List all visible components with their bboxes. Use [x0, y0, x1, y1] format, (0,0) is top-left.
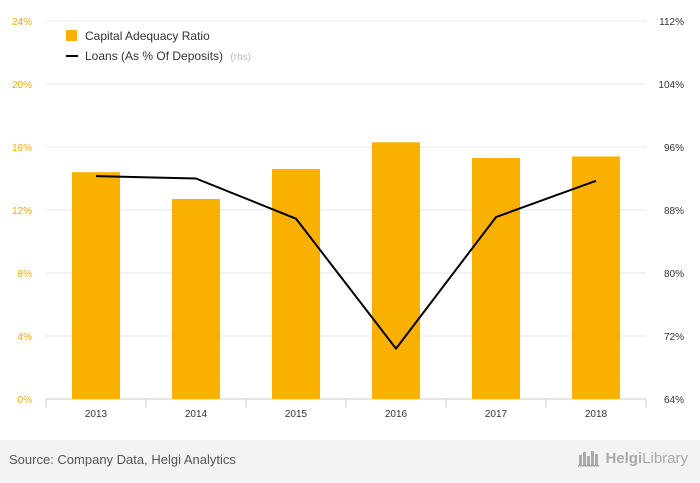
- axes: 0% 64% 4% 72% 8% 80% 12% 88% 16% 96% 20% 104% 24% 112…: [12, 17, 684, 420]
- y-left-tick-label: 16%: [12, 143, 32, 154]
- chart: 0% 64% 4% 72% 8% 80% 12% 88% 16% 96% 20% 104% 24% 112…: [12, 17, 684, 420]
- helgi-library-logo[interactable]: HelgiLibrary: [578, 449, 688, 467]
- y-right-tick-label: 112%: [659, 17, 684, 28]
- library-logo-icon: [578, 451, 600, 467]
- y-right-tick-label: 104%: [658, 80, 684, 91]
- y-right-tick-label: 80%: [664, 269, 684, 280]
- legend-label-line-suffix: (rhs): [230, 52, 251, 63]
- x-tick-label: 2015: [285, 409, 308, 420]
- legend-label-line: Loans (As % Of Deposits): [85, 49, 223, 63]
- bar: [472, 158, 520, 399]
- logo-suffix: Library: [642, 449, 688, 467]
- logo-prefix: Helgi: [605, 449, 643, 467]
- legend-label-bar: Capital Adequacy Ratio: [85, 29, 210, 43]
- legend-swatch-bar: [66, 30, 77, 41]
- bar: [372, 142, 420, 399]
- y-left-tick-label: 8%: [18, 269, 33, 280]
- bars: [72, 142, 620, 399]
- y-left-tick-label: 0%: [18, 395, 33, 406]
- bar: [272, 169, 320, 399]
- svg-text:Loans (As % Of Deposits): Loans (As % Of Deposits) (rhs): [85, 49, 251, 63]
- y-left-tick-label: 4%: [18, 332, 33, 343]
- source-text: Source: Company Data, Helgi Analytics: [9, 452, 236, 467]
- legend: Capital Adequacy Ratio Loans (As % Of De…: [66, 29, 251, 63]
- y-right-tick-label: 96%: [664, 143, 684, 154]
- y-left-tick-label: 24%: [12, 17, 32, 28]
- line-series-path: [95, 175, 597, 350]
- line-series: [95, 175, 597, 350]
- bar: [572, 156, 620, 399]
- gridlines: [46, 20, 646, 400]
- y-right-tick-label: 88%: [664, 206, 684, 217]
- y-right-tick-label: 64%: [664, 395, 684, 406]
- bar: [172, 198, 220, 399]
- x-tick-label: 2014: [185, 409, 208, 420]
- y-left-tick-label: 12%: [12, 206, 32, 217]
- x-tick-label: 2016: [385, 409, 408, 420]
- x-tick-label: 2017: [485, 409, 508, 420]
- footer: Source: Company Data, Helgi Analytics He…: [0, 440, 700, 483]
- x-tick-label: 2013: [85, 409, 108, 420]
- x-tick-label: 2018: [585, 409, 608, 420]
- y-left-tick-label: 20%: [12, 80, 32, 91]
- y-right-tick-label: 72%: [664, 332, 684, 343]
- bar: [72, 172, 120, 399]
